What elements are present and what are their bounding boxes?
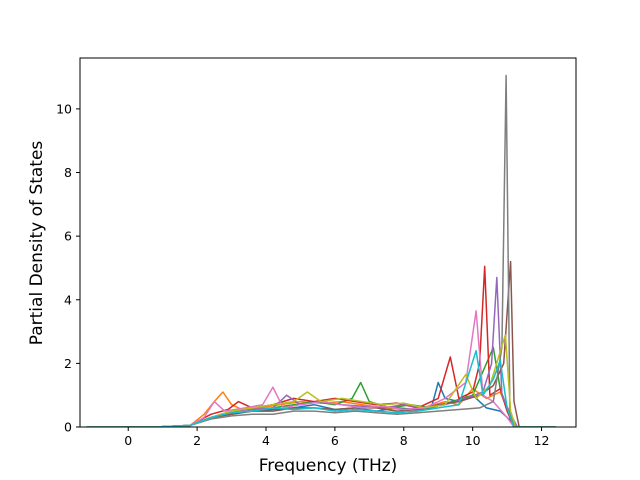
x-tick-label: 8	[400, 433, 408, 448]
pdos-series-6	[86, 260, 557, 427]
y-tick-label: 8	[64, 165, 72, 180]
y-tick-label: 2	[64, 356, 72, 371]
y-axis-ticks: 0 2 4 6 8 10	[56, 101, 80, 435]
pdos-series-10	[86, 349, 557, 427]
x-axis-ticks: 0 2 4 6 8 10 12	[124, 427, 550, 448]
y-tick-label: 6	[64, 229, 72, 244]
pdos-series-8	[86, 74, 557, 427]
plot-frame	[79, 57, 577, 428]
series-layer	[86, 74, 557, 427]
x-tick-label: 4	[262, 433, 270, 448]
x-tick-label: 12	[534, 433, 550, 448]
pdos-series-9	[86, 334, 557, 427]
x-tick-label: 2	[193, 433, 201, 448]
x-tick-label: 0	[124, 433, 132, 448]
y-axis-label: Partial Density of States	[27, 141, 47, 346]
x-tick-label: 6	[331, 433, 339, 448]
x-axis-label: Frequency (THz)	[259, 456, 398, 476]
y-tick-label: 4	[64, 292, 72, 307]
y-tick-label: 10	[56, 101, 72, 116]
y-tick-label: 0	[64, 420, 72, 435]
x-tick-label: 10	[465, 433, 481, 448]
